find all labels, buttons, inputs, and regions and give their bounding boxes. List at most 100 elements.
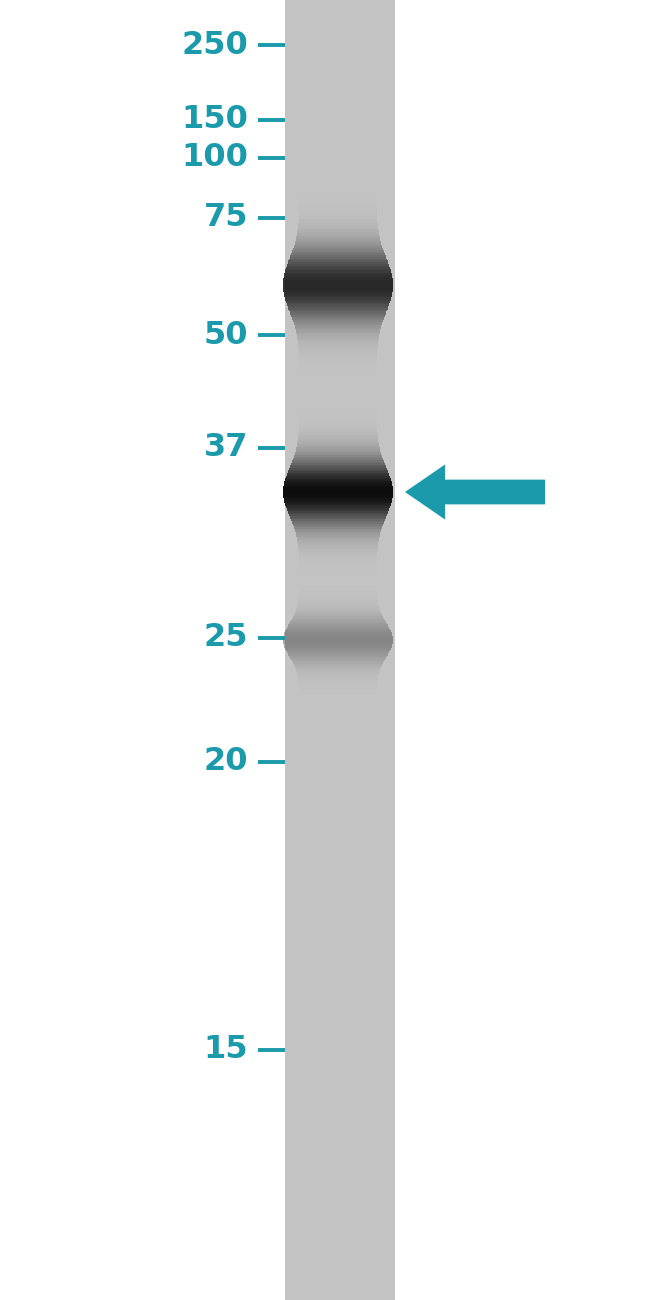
Bar <box>297 335 379 338</box>
Bar <box>294 325 382 328</box>
Bar <box>285 630 395 637</box>
Bar <box>300 382 376 384</box>
Bar <box>285 923 395 930</box>
Bar <box>285 390 395 396</box>
Bar <box>285 273 395 280</box>
Bar <box>289 468 387 469</box>
Bar <box>285 26 395 32</box>
Bar <box>299 420 377 421</box>
Bar <box>285 611 395 618</box>
Bar <box>299 556 377 558</box>
Bar <box>292 317 384 318</box>
Bar <box>285 292 395 299</box>
Bar <box>291 315 385 317</box>
Bar <box>285 280 395 286</box>
Bar <box>285 644 395 650</box>
Bar <box>285 682 395 689</box>
Bar <box>285 396 395 403</box>
Bar <box>285 502 391 503</box>
Bar <box>283 491 393 494</box>
Bar <box>285 806 395 812</box>
Bar <box>298 230 378 233</box>
Bar <box>300 364 376 367</box>
Bar <box>287 474 389 476</box>
Bar <box>300 413 376 415</box>
Bar <box>285 526 395 533</box>
Bar <box>285 162 395 169</box>
Bar <box>285 624 395 630</box>
Bar <box>294 525 382 528</box>
Bar <box>285 0 395 6</box>
Bar <box>300 191 376 194</box>
Bar <box>298 348 378 350</box>
Bar <box>298 344 378 347</box>
Bar <box>285 65 395 72</box>
Bar <box>285 1053 395 1059</box>
Bar <box>285 598 395 604</box>
Bar <box>300 372 376 373</box>
Bar <box>285 117 395 124</box>
Text: 150: 150 <box>181 104 248 135</box>
Bar <box>288 511 388 512</box>
Bar <box>300 566 376 567</box>
Bar <box>300 573 376 575</box>
Bar <box>300 203 376 204</box>
Bar <box>287 303 389 304</box>
Bar <box>285 182 395 188</box>
Bar <box>287 265 389 268</box>
Bar <box>285 20 395 26</box>
Bar <box>285 878 395 884</box>
Bar <box>300 403 376 404</box>
Bar <box>285 1157 395 1164</box>
Bar <box>298 433 378 434</box>
Bar <box>300 384 376 385</box>
Bar <box>296 532 380 533</box>
Bar <box>299 428 377 429</box>
Bar <box>299 421 377 424</box>
Bar <box>298 543 378 545</box>
Bar <box>289 260 387 263</box>
Bar <box>285 195 395 202</box>
Bar <box>300 396 376 398</box>
Polygon shape <box>405 464 545 520</box>
Bar <box>285 858 395 864</box>
Bar <box>298 436 378 438</box>
Bar <box>285 136 395 143</box>
Bar <box>285 696 395 702</box>
Bar <box>300 567 376 569</box>
Bar <box>294 322 382 324</box>
Bar <box>285 377 395 384</box>
Bar <box>285 504 391 507</box>
Bar <box>290 257 386 259</box>
Bar <box>285 306 395 312</box>
Bar <box>285 780 395 786</box>
Bar <box>300 204 376 205</box>
Bar <box>300 374 376 377</box>
Bar <box>298 343 378 344</box>
Bar <box>295 530 381 532</box>
Bar <box>300 585 376 586</box>
Bar <box>284 274 392 276</box>
Bar <box>299 363 377 364</box>
Bar <box>286 300 390 303</box>
Bar <box>283 285 393 287</box>
Bar <box>300 367 376 368</box>
Bar <box>300 417 376 419</box>
Bar <box>300 179 376 181</box>
Bar <box>285 91 395 98</box>
Bar <box>286 476 390 477</box>
Bar <box>285 670 395 676</box>
Bar <box>285 949 395 956</box>
Bar <box>300 572 376 573</box>
Bar <box>285 1209 395 1216</box>
Bar <box>300 387 376 389</box>
Bar <box>285 916 395 923</box>
Bar <box>283 283 393 285</box>
Bar <box>297 538 379 539</box>
Bar <box>292 521 384 523</box>
Bar <box>300 406 376 407</box>
Bar <box>291 517 385 519</box>
Bar <box>300 190 376 191</box>
Bar <box>289 259 387 260</box>
Bar <box>283 489 393 490</box>
